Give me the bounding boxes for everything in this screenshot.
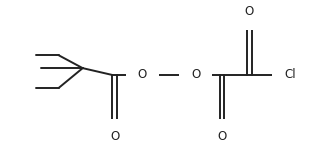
- Text: O: O: [138, 69, 147, 81]
- Text: O: O: [191, 69, 200, 81]
- Text: Cl: Cl: [284, 69, 295, 81]
- Text: O: O: [217, 130, 226, 143]
- Text: O: O: [245, 5, 254, 18]
- Text: O: O: [110, 130, 119, 143]
